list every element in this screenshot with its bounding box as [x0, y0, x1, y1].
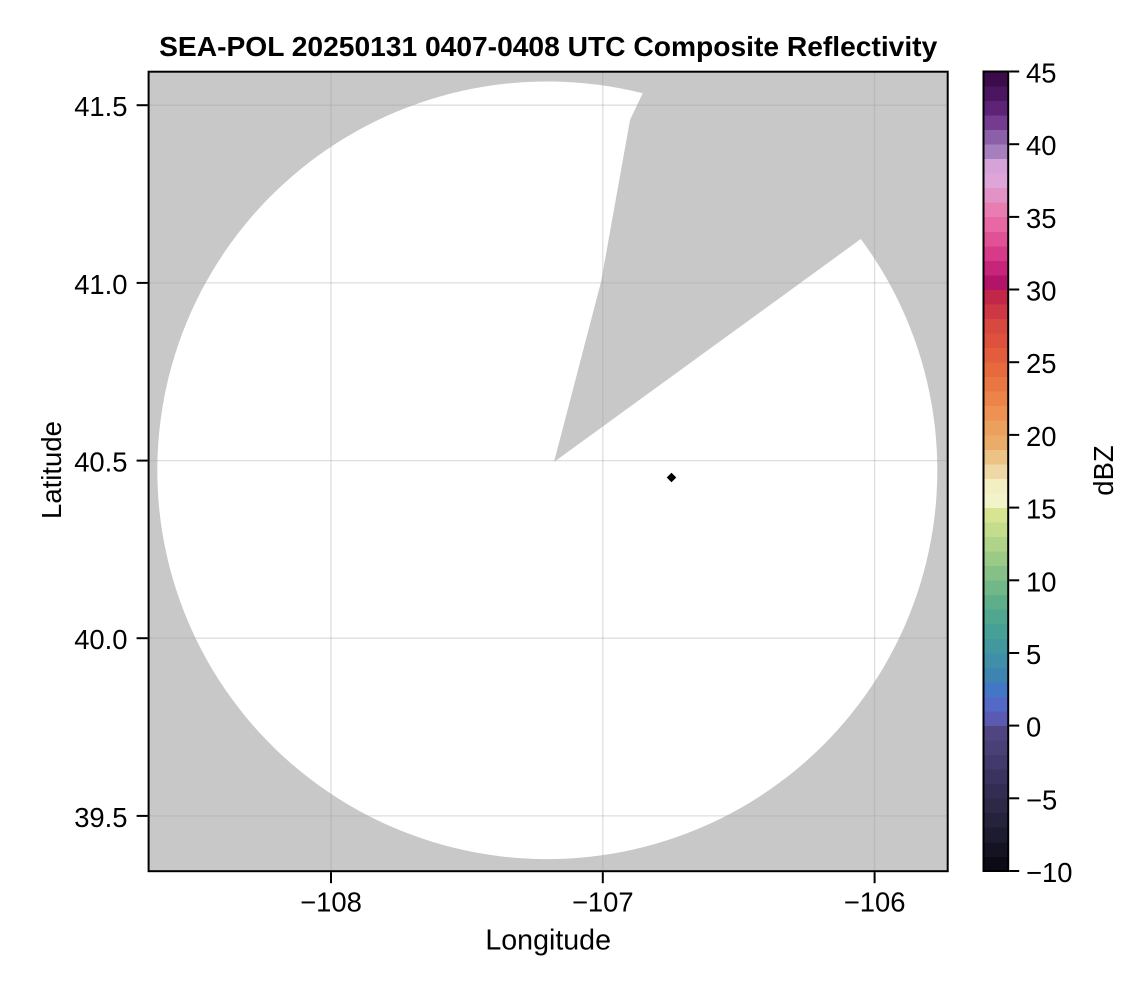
svg-text:41.0: 41.0	[74, 269, 127, 300]
svg-text:−106: −106	[844, 887, 906, 918]
svg-text:35: 35	[1026, 203, 1056, 234]
svg-text:41.5: 41.5	[74, 91, 127, 122]
svg-text:40.5: 40.5	[74, 447, 127, 478]
svg-text:dBZ: dBZ	[1088, 445, 1119, 495]
svg-text:0: 0	[1026, 712, 1041, 743]
svg-text:45: 45	[1026, 58, 1056, 89]
svg-text:Latitude: Latitude	[36, 421, 67, 519]
svg-text:SEA-POL 20250131 0407-0408 UTC: SEA-POL 20250131 0407-0408 UTC Composite…	[159, 30, 937, 62]
svg-text:30: 30	[1026, 276, 1056, 307]
svg-text:40: 40	[1026, 130, 1056, 161]
svg-text:39.5: 39.5	[74, 802, 127, 833]
svg-text:10: 10	[1026, 566, 1056, 597]
svg-text:15: 15	[1026, 494, 1056, 525]
svg-text:−10: −10	[1026, 857, 1072, 888]
svg-text:25: 25	[1026, 348, 1056, 379]
svg-text:−5: −5	[1026, 784, 1057, 815]
svg-text:40.0: 40.0	[74, 624, 127, 655]
svg-text:Longitude: Longitude	[485, 925, 611, 957]
svg-text:−108: −108	[300, 887, 362, 918]
svg-text:5: 5	[1026, 639, 1041, 670]
svg-text:20: 20	[1026, 421, 1056, 452]
svg-text:−107: −107	[572, 887, 634, 918]
